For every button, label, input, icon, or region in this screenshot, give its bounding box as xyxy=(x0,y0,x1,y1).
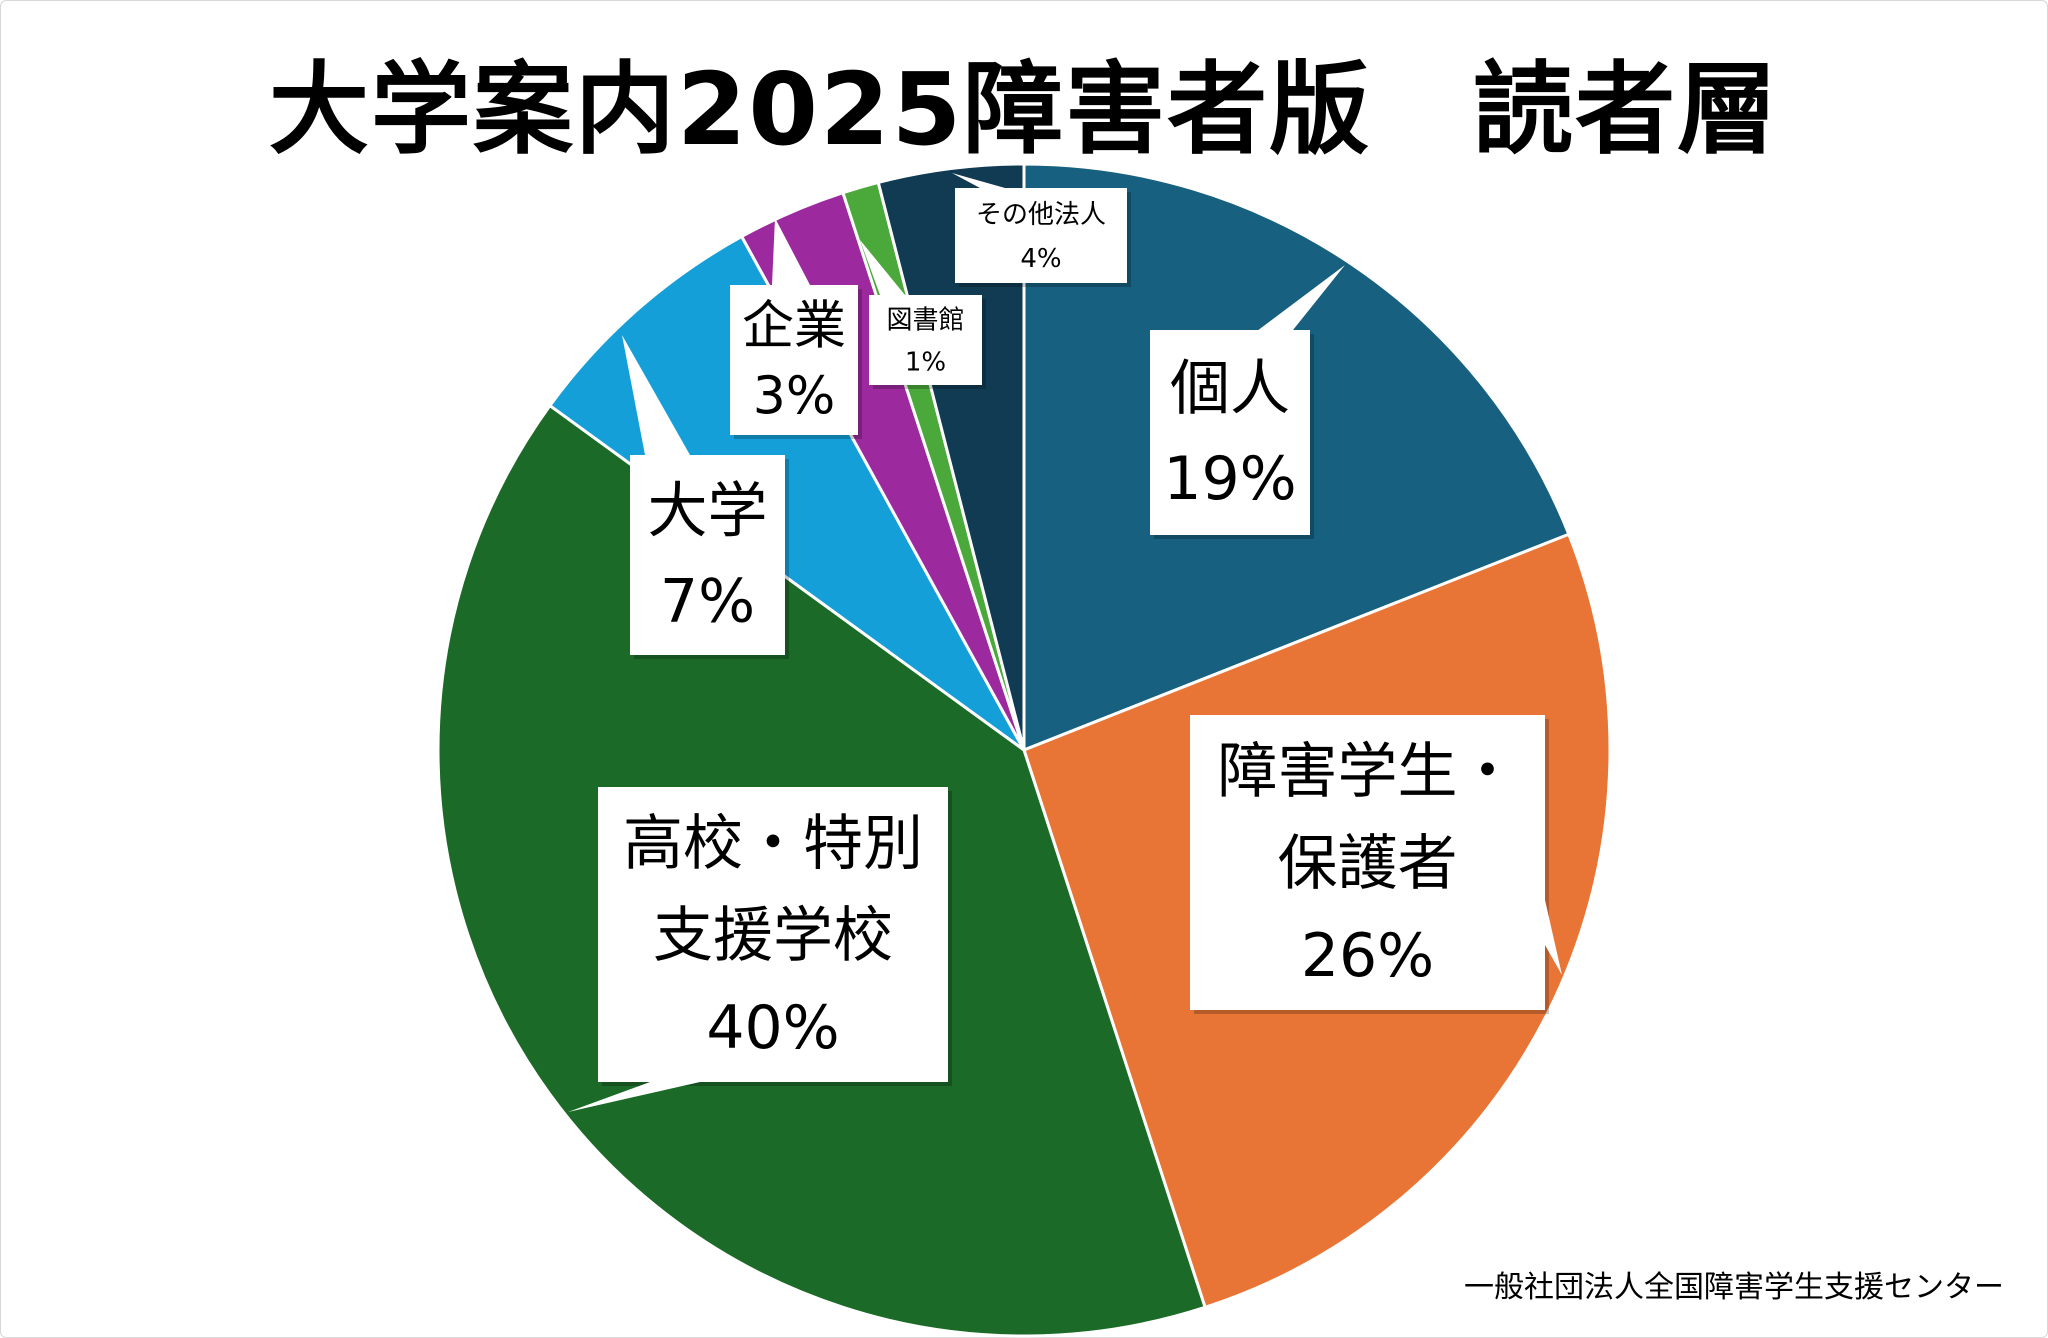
slice-category-label: 企業 xyxy=(742,297,846,357)
slice-callout: 障害学生・保護者 26% xyxy=(1190,715,1562,1014)
slice-category-label: 図書館 xyxy=(886,305,964,335)
callout-pointer xyxy=(622,335,690,455)
chart-title: 大学案内2025障害者版 読者層 xyxy=(268,51,1780,168)
slice-percent-label: 19% xyxy=(1163,444,1296,514)
footer-credit: 一般社団法人全国障害学生支援センター xyxy=(1464,1270,2004,1305)
callout-pointer xyxy=(568,1082,700,1112)
slice-percent-label: 3% xyxy=(753,367,836,427)
callout-pointer xyxy=(860,240,905,295)
slice-category-label: その他法人 xyxy=(976,200,1106,230)
slice-callout: 個人 19% xyxy=(1150,265,1345,539)
pie-slice xyxy=(547,234,1026,752)
callout-pointer xyxy=(1245,265,1345,340)
slice-category-label: 保護者 xyxy=(1278,829,1458,899)
callout-box xyxy=(730,285,858,435)
slice-category-label: 大学 xyxy=(648,477,768,547)
slice-percent-label: 4% xyxy=(1020,244,1061,274)
callout-box xyxy=(1150,330,1310,535)
slice-percent-label: 7% xyxy=(660,567,755,637)
slice-category-label: 障害学生・ xyxy=(1218,737,1518,807)
callout-pointer xyxy=(1545,900,1562,975)
callout-box xyxy=(955,188,1127,283)
callout-pointer xyxy=(952,173,1005,188)
callout-box xyxy=(598,787,948,1082)
slice-category-label: 高校・特別 xyxy=(623,809,923,879)
slice-callout: 企業 3% xyxy=(730,218,862,439)
slice-callout: 図書館 1% xyxy=(860,240,986,389)
slice-category-label: 個人 xyxy=(1170,354,1290,424)
slice-percent-label: 26% xyxy=(1301,921,1434,991)
slice-percent-label: 40% xyxy=(706,993,839,1063)
slice-category-label: 支援学校 xyxy=(653,901,893,971)
slice-percent-label: 1% xyxy=(905,347,946,377)
callout-box xyxy=(630,455,785,655)
callout-box xyxy=(869,295,982,385)
callout-pointer xyxy=(772,218,810,285)
slice-callout: その他法人 4% xyxy=(952,173,1131,287)
slice-callout: 大学 7% xyxy=(622,335,789,659)
callout-box xyxy=(1190,715,1545,1010)
